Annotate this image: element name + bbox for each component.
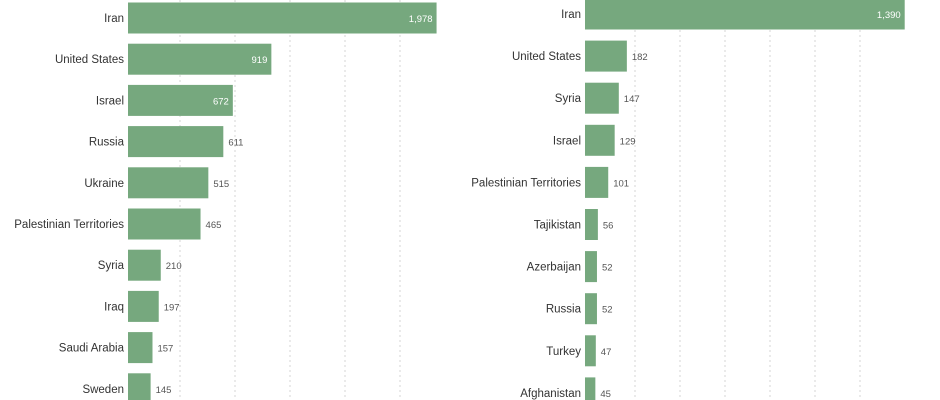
category-label: Iran [561,9,581,21]
category-label: Israel [96,95,124,107]
bar [128,2,437,34]
value-label: 147 [624,94,640,105]
bar [585,0,905,30]
value-label: 157 [157,344,173,355]
value-label: 1,978 [409,14,433,25]
value-label: 210 [166,261,182,272]
category-label: Sweden [82,384,124,396]
category-label: Russia [546,304,582,316]
value-label: 129 [620,136,636,147]
bar [585,335,596,367]
value-label: 197 [164,302,180,313]
category-label: Iraq [104,301,124,313]
value-label: 101 [613,178,629,189]
category-label: Tajikistan [534,220,581,232]
category-label: Azerbaijan [527,262,581,274]
bar [128,249,161,281]
bar [128,290,159,322]
bar [585,82,619,114]
category-label: Turkey [546,346,581,358]
value-label: 672 [213,96,229,107]
bar [585,40,627,72]
category-label: United States [512,51,581,63]
value-label: 145 [156,385,172,396]
value-label: 45 [600,389,611,400]
left-bar-chart: Iran 1,978 United States 919 Israel 672 Russia… [14,0,437,400]
value-label: 52 [602,263,613,274]
category-label: Afghanistan [520,388,581,400]
value-label: 56 [603,221,614,232]
category-label: Syria [555,93,582,105]
value-label: 182 [632,52,648,63]
category-label: Palestinian Territories [471,177,581,189]
value-label: 1,390 [877,10,901,21]
bar [585,293,597,325]
bar [128,373,151,400]
bar [128,43,272,75]
bar [128,84,233,116]
category-label: Russia [89,137,125,149]
bar [585,377,596,400]
bar [585,124,615,156]
value-label: 611 [228,138,243,149]
bar [585,251,597,283]
bar [585,166,609,198]
bar [585,209,598,240]
bar [128,167,209,199]
value-label: 52 [602,305,613,316]
category-label: United States [55,54,124,66]
category-label: Ukraine [84,178,124,190]
category-label: Israel [553,135,581,147]
bar [128,126,224,158]
value-label: 47 [601,347,612,358]
value-label: 515 [213,179,229,190]
bar [128,208,201,240]
value-label: 919 [252,55,268,66]
category-label: Iran [104,13,124,25]
value-label: 465 [206,220,222,231]
category-label: Palestinian Territories [14,219,124,231]
category-label: Syria [98,260,125,272]
right-bar-chart: Iran 1,390 United States 182 Syria 147 Israel 1… [471,0,905,400]
category-label: Saudi Arabia [59,343,125,355]
bar [128,332,153,364]
